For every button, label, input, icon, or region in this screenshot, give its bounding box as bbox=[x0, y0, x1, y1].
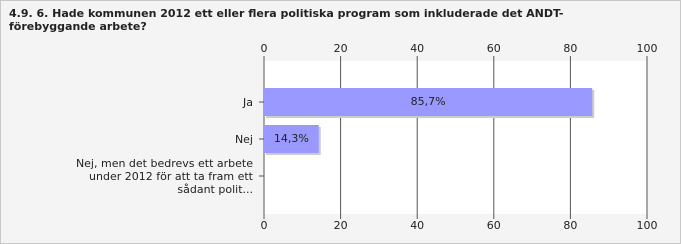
x-tick-label: 0 bbox=[261, 219, 268, 232]
x-tick-label: 60 bbox=[487, 42, 501, 55]
y-tick-label: Ja bbox=[243, 95, 253, 109]
x-tick-label: 80 bbox=[563, 219, 577, 232]
x-tick-label: 40 bbox=[410, 42, 424, 55]
bar bbox=[264, 88, 593, 116]
x-tick-label: 80 bbox=[563, 42, 577, 55]
y-tick-label: Nej bbox=[234, 132, 253, 146]
x-tick-label: 100 bbox=[637, 42, 658, 55]
x-tick-label: 60 bbox=[487, 219, 501, 232]
value-label: 14,3% bbox=[274, 132, 309, 145]
x-tick-label: 20 bbox=[334, 219, 348, 232]
x-tick-label: 20 bbox=[334, 42, 348, 55]
value-label: 85,7% bbox=[411, 95, 446, 108]
chart-title: 4.9. 6. Hade kommunen 2012 ett eller fle… bbox=[9, 7, 564, 33]
x-tick-label: 40 bbox=[410, 219, 424, 232]
x-tick-label: 0 bbox=[261, 42, 268, 55]
bar bbox=[264, 125, 319, 153]
x-tick-label: 100 bbox=[637, 219, 658, 232]
y-tick-label: Nej, men det bedrevs ett arbete under 20… bbox=[75, 156, 253, 196]
plot-area bbox=[264, 61, 647, 214]
